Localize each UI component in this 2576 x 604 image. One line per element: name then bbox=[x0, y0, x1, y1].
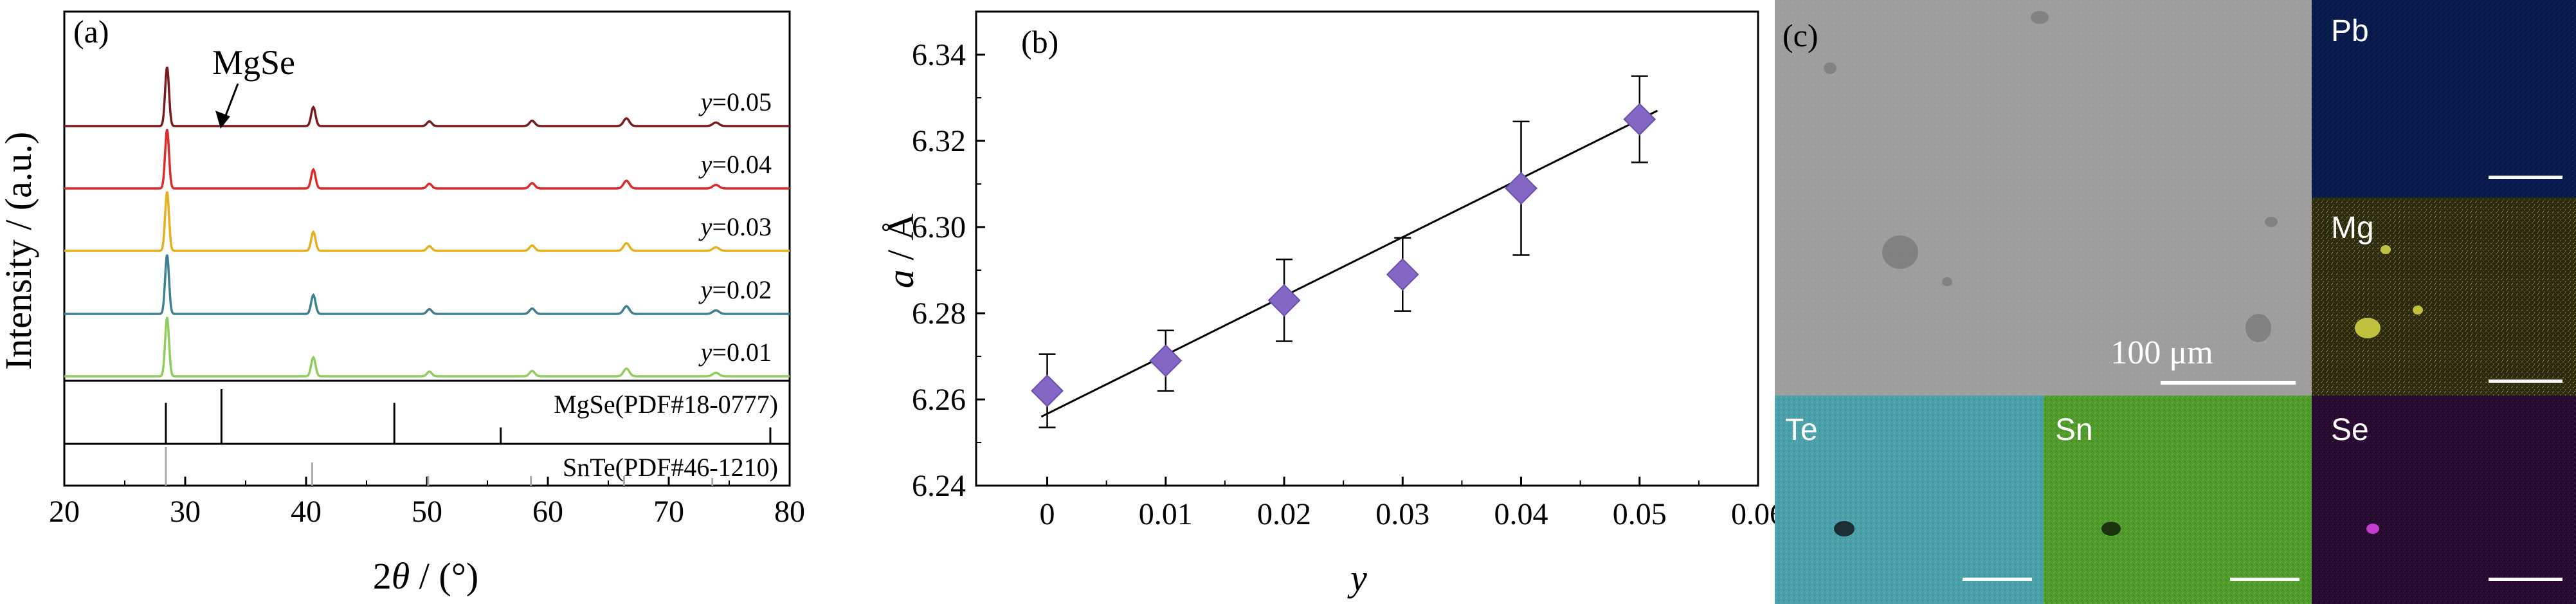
panel-a-curve-labels: y=0.05 y=0.04 y=0.03 y=0.02 y=0.01 bbox=[698, 87, 772, 367]
ref-mgse-label: MgSe(PDF#18-0777) bbox=[554, 390, 778, 419]
panel-a: 20 30 40 50 60 70 80 y=0.05y=0.04y=0.03y=0.02y… bbox=[0, 10, 805, 597]
panel-a-x-ticks: 20 30 40 50 60 70 80 bbox=[49, 477, 805, 529]
panel-b: 0 0.01 0.02 0.03 0.04 0.05 0.066.246.266.286.3… bbox=[880, 10, 1785, 599]
a-x-tick-label: 40 bbox=[291, 495, 322, 529]
b-x-tick-label: 0.04 bbox=[1494, 497, 1548, 531]
panel-a-ylabel: Intensity / (a.u.) bbox=[0, 132, 39, 370]
sem-image bbox=[1775, 0, 2312, 396]
panel-b-label: (b) bbox=[1021, 24, 1058, 60]
b-y-tick-label: 6.26 bbox=[912, 383, 966, 417]
panel-a-xlabel: 2θ / (°) bbox=[373, 555, 478, 597]
eds-map-te bbox=[1775, 396, 2044, 604]
panel-a-xrd-curves bbox=[64, 66, 790, 378]
linear-fit-line bbox=[1040, 109, 1658, 418]
data-point bbox=[1386, 258, 1419, 291]
b-x-tick-label: 0 bbox=[1040, 497, 1055, 531]
xrd-curve bbox=[64, 254, 790, 315]
map-label-pb: Pb bbox=[2331, 14, 2369, 48]
b-x-tick-label: 0.01 bbox=[1139, 497, 1193, 531]
sem-scale-bar bbox=[2161, 381, 2296, 385]
data-point bbox=[1623, 103, 1656, 136]
panel-c-label: (c) bbox=[1782, 17, 1819, 53]
panel-b-data-points bbox=[1031, 103, 1656, 408]
xrd-curve-label: y=0.05 bbox=[698, 87, 772, 116]
b-y-tick-label: 6.24 bbox=[912, 469, 966, 503]
panel-b-error-bars bbox=[1039, 75, 1648, 428]
xrd-curve-label: y=0.04 bbox=[698, 150, 772, 179]
mg-scale-bar bbox=[2489, 380, 2562, 383]
scale-bar-label: 100 μm bbox=[2110, 334, 2213, 371]
mgse-arrow bbox=[215, 83, 239, 129]
b-x-tick-label: 0.05 bbox=[1613, 497, 1667, 531]
b-y-tick-label: 6.28 bbox=[912, 297, 966, 331]
panel-a-label: (a) bbox=[73, 14, 109, 50]
data-point bbox=[1031, 374, 1064, 408]
se-feature bbox=[2366, 524, 2379, 534]
pb-scale-bar bbox=[2489, 176, 2562, 179]
map-label-mg: Mg bbox=[2331, 211, 2374, 245]
eds-map-pb bbox=[2312, 0, 2576, 197]
a-x-tick-label: 80 bbox=[774, 495, 805, 529]
sem-features bbox=[1824, 11, 2278, 342]
xrd-curve-label: y=0.03 bbox=[698, 212, 772, 241]
panel-b-fit-line bbox=[1040, 109, 1658, 418]
te-feature bbox=[1834, 521, 1855, 536]
b-y-tick-label: 6.34 bbox=[912, 38, 966, 72]
eds-map-sn bbox=[2044, 396, 2312, 604]
panel-c: (c) 100 μm Pb Mg Te Sn Se bbox=[1775, 0, 2576, 604]
panel-b-ticks: 0 0.01 0.02 0.03 0.04 0.05 0.066.246.266.286.3… bbox=[912, 11, 1785, 531]
data-point bbox=[1505, 172, 1537, 205]
panel-b-xlabel: y bbox=[1347, 557, 1367, 599]
b-y-tick-label: 6.30 bbox=[912, 210, 966, 244]
data-point bbox=[1267, 284, 1301, 317]
sn-scale-bar bbox=[2230, 578, 2299, 581]
a-x-tick-label: 50 bbox=[412, 495, 442, 529]
b-y-tick-label: 6.32 bbox=[912, 124, 966, 158]
mgse-annotation: MgSe bbox=[212, 43, 295, 82]
xrd-curve bbox=[64, 129, 790, 190]
b-x-tick-label: 0.03 bbox=[1375, 497, 1429, 531]
sn-feature bbox=[2101, 522, 2121, 536]
map-label-sn: Sn bbox=[2055, 413, 2093, 447]
panel-b-ylabel: a / Å bbox=[880, 214, 921, 288]
a-x-tick-label: 70 bbox=[653, 495, 684, 529]
map-label-te: Te bbox=[1785, 413, 1818, 447]
te-scale-bar bbox=[1963, 578, 2032, 581]
xrd-curve bbox=[64, 191, 790, 252]
ref-snte-label: SnTe(PDF#46-1210) bbox=[563, 453, 778, 482]
xrd-curve bbox=[64, 316, 790, 378]
eds-map-mg bbox=[2312, 197, 2576, 396]
a-x-tick-label: 60 bbox=[532, 495, 563, 529]
map-label-se: Se bbox=[2331, 413, 2369, 447]
eds-map-se bbox=[2312, 396, 2576, 604]
panel-a-reference-lines bbox=[165, 389, 772, 486]
data-point bbox=[1149, 344, 1183, 378]
xrd-curve-label: y=0.01 bbox=[698, 338, 772, 367]
a-x-tick-label: 20 bbox=[49, 495, 80, 529]
mg-features bbox=[2355, 245, 2423, 338]
se-scale-bar bbox=[2489, 578, 2562, 581]
a-x-tick-label: 30 bbox=[170, 495, 201, 529]
xrd-curve-label: y=0.02 bbox=[698, 275, 772, 304]
b-x-tick-label: 0.02 bbox=[1257, 497, 1311, 531]
panel-b-frame bbox=[975, 10, 1759, 487]
xrd-curve bbox=[64, 66, 790, 127]
